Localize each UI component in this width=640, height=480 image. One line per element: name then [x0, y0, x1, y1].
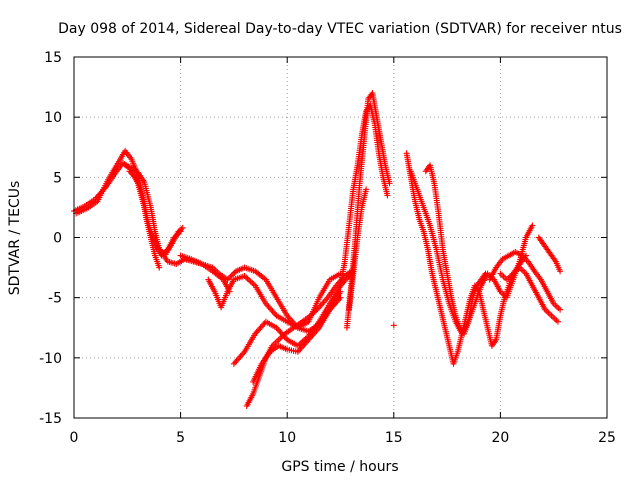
data-point — [236, 354, 243, 361]
y-tick-label: 10 — [44, 110, 62, 126]
data-point — [246, 277, 253, 284]
data-point — [249, 279, 256, 286]
data-point — [232, 359, 239, 366]
series-track-k — [337, 102, 391, 289]
data-point — [270, 309, 277, 316]
y-tick-label: -5 — [48, 291, 62, 307]
data-point — [178, 226, 185, 233]
data-point — [311, 308, 318, 315]
data-point — [237, 353, 244, 360]
markers — [71, 90, 564, 409]
y-tick-label: -10 — [39, 351, 62, 367]
data-point — [256, 326, 263, 333]
series-track-s — [535, 234, 564, 275]
data-point — [254, 327, 261, 334]
series-track-p — [422, 162, 489, 337]
x-tick-label: 25 — [598, 430, 616, 446]
series-track-r — [497, 264, 561, 325]
data-point — [313, 307, 320, 314]
y-axis-label: SDTVAR / TECUs — [7, 181, 23, 296]
x-tick-label: 20 — [491, 430, 509, 446]
data-point — [314, 305, 321, 312]
data-point — [307, 312, 314, 319]
x-tick-label: 0 — [70, 430, 79, 446]
data-point — [230, 360, 237, 367]
data-point — [238, 351, 245, 358]
data-point — [277, 329, 284, 336]
y-tick-label: 15 — [44, 50, 62, 66]
data-point — [310, 309, 317, 316]
data-point — [296, 347, 303, 354]
data-point — [257, 324, 264, 331]
data-point — [309, 311, 316, 318]
series-track-c — [122, 162, 186, 258]
data-point — [557, 268, 564, 275]
data-point — [482, 270, 489, 277]
y-tick-labels: -15 -10 -5 0 5 10 15 — [39, 50, 62, 427]
y-tick-label: -15 — [39, 411, 62, 427]
data-point — [156, 264, 163, 271]
x-tick-label: 15 — [385, 430, 403, 446]
data-point — [233, 357, 240, 364]
data-point — [384, 192, 391, 199]
data-point — [224, 276, 231, 283]
data-point — [230, 271, 237, 278]
data-point — [179, 224, 186, 231]
data-point — [225, 275, 232, 282]
data-point — [390, 322, 397, 329]
grid — [74, 57, 607, 418]
series-track-n — [403, 150, 529, 367]
x-tick-label: 5 — [176, 430, 185, 446]
series-track-i — [250, 294, 344, 385]
x-tick-label: 10 — [278, 430, 296, 446]
data-point — [243, 274, 250, 281]
data-point — [557, 306, 564, 313]
data-point — [268, 306, 275, 313]
chart-title: Day 098 of 2014, Sidereal Day-to-day VTE… — [58, 21, 622, 37]
data-point — [234, 356, 241, 363]
data-point — [231, 269, 238, 276]
data-point — [258, 323, 265, 330]
x-tick-labels: 0 5 10 15 20 25 — [70, 430, 616, 446]
x-axis-label: GPS time / hours — [281, 459, 398, 475]
data-point — [554, 318, 561, 325]
data-point — [247, 278, 254, 285]
data-point — [265, 303, 272, 310]
data-point — [529, 222, 536, 229]
series-track-l — [346, 186, 370, 313]
data-point — [276, 327, 283, 334]
series-track-m — [390, 322, 397, 329]
data-point — [266, 305, 273, 312]
ticks — [73, 56, 608, 419]
series-track-d — [126, 168, 163, 271]
y-tick-label: 0 — [53, 231, 62, 247]
data-point — [269, 308, 276, 315]
data-point — [228, 272, 235, 279]
series-track-e — [177, 252, 344, 331]
data-point — [337, 294, 344, 301]
data-point — [227, 273, 234, 280]
y-tick-label: 5 — [53, 170, 62, 186]
series-track-q — [486, 248, 564, 313]
data-point — [363, 186, 370, 193]
